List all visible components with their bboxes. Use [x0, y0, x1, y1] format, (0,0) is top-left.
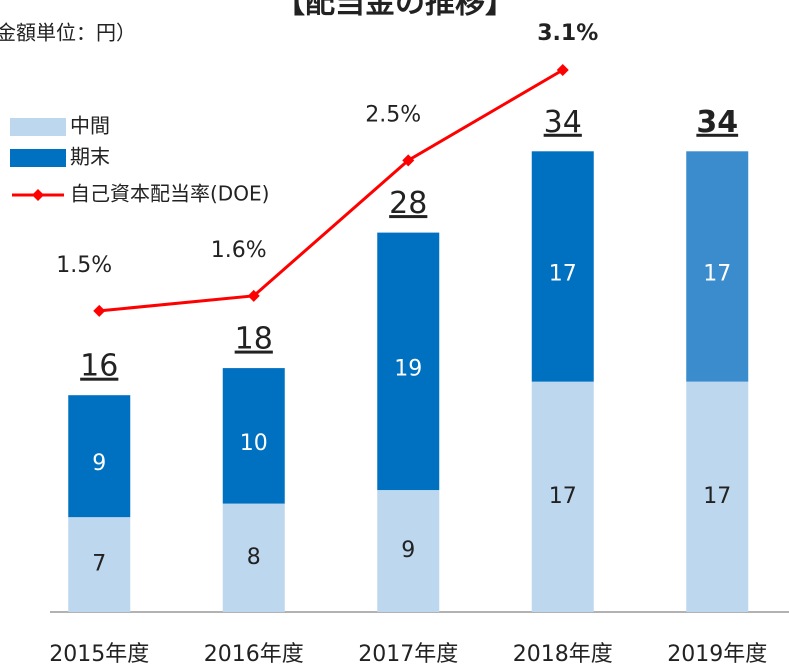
x-tick-label: 2018年度 — [513, 642, 613, 667]
bar-segment — [68, 395, 131, 518]
doe-marker — [247, 289, 260, 302]
doe-marker — [556, 64, 569, 76]
segment-label: 10 — [240, 431, 268, 456]
segment-label: 8 — [247, 545, 261, 570]
x-tick-label: 2016年度 — [204, 642, 304, 667]
doe-label: 1.5% — [56, 253, 112, 278]
bar-segment — [68, 517, 131, 612]
doe-marker — [93, 304, 106, 317]
bar-segment — [686, 151, 749, 382]
x-tick-label: 2015年度 — [49, 642, 149, 667]
total-label: 34 — [696, 105, 738, 140]
segment-label: 19 — [394, 356, 422, 381]
segment-label: 17 — [549, 261, 577, 286]
bar-segment — [686, 381, 749, 612]
x-tick-label: 2017年度 — [358, 642, 458, 667]
total-label: 28 — [389, 186, 427, 221]
x-tick-label: 2019年度 — [667, 642, 767, 667]
segment-label: 17 — [703, 484, 731, 509]
unit-note: 金額単位：円） — [0, 21, 136, 45]
segment-label: 9 — [401, 538, 415, 563]
doe-label: 3.1% — [537, 21, 598, 46]
segment-label: 17 — [703, 261, 731, 286]
legend-marker — [32, 189, 44, 201]
bar-segment — [531, 381, 594, 612]
total-label: 16 — [80, 349, 118, 384]
legend-label: 中間 — [70, 114, 110, 138]
bar-segment — [222, 503, 285, 612]
legend-swatch — [10, 149, 66, 167]
chart-title: 【配当金の推移】 — [275, 0, 515, 21]
bar-segment — [222, 368, 285, 504]
legend-label: 自己資本配当率(DOE) — [70, 182, 269, 206]
segment-label: 9 — [92, 451, 106, 476]
bar-segment — [377, 490, 440, 612]
segment-label: 17 — [549, 484, 577, 509]
total-label: 18 — [235, 322, 273, 357]
doe-label: 2.5% — [365, 102, 421, 127]
legend-label: 期末 — [70, 145, 110, 169]
segment-label: 7 — [92, 552, 106, 577]
total-label: 34 — [544, 105, 582, 140]
legend-swatch — [10, 118, 66, 136]
bar-segment — [377, 232, 440, 491]
doe-marker — [402, 154, 415, 167]
doe-line — [99, 68, 564, 313]
bar-segment — [531, 151, 594, 382]
doe-label: 1.6% — [211, 238, 267, 263]
